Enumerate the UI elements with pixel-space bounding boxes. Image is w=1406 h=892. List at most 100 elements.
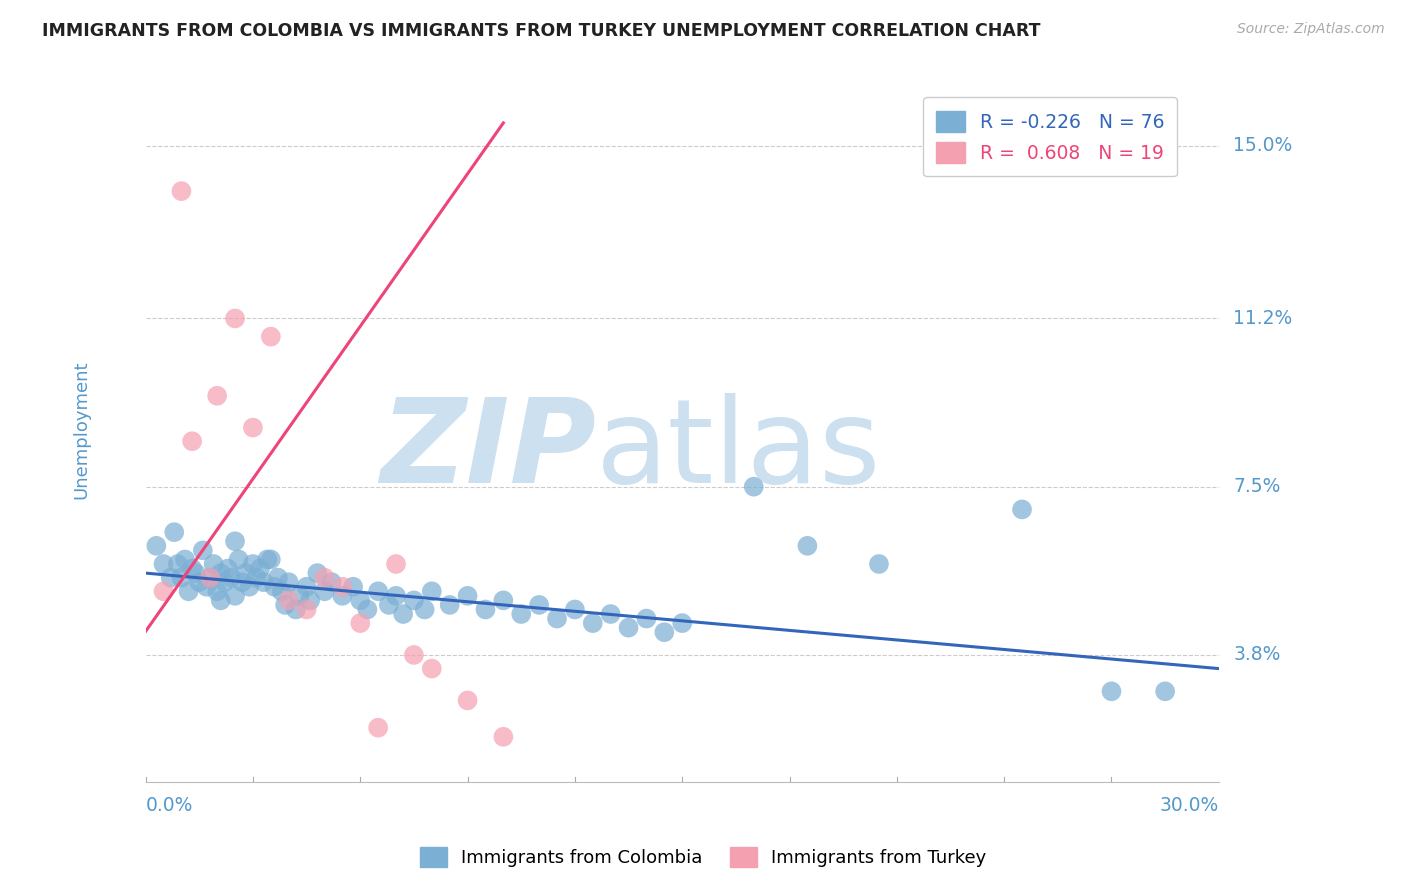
Point	[1011, 502, 1033, 516]
Point	[307, 566, 329, 580]
Legend: R = -0.226   N = 76, R =  0.608   N = 19: R = -0.226 N = 76, R = 0.608 N = 19	[924, 97, 1177, 177]
Point	[228, 552, 250, 566]
Point	[742, 480, 765, 494]
Point	[159, 571, 181, 585]
Point	[420, 662, 443, 676]
Point	[1154, 684, 1177, 698]
Point	[253, 575, 276, 590]
Text: 11.2%: 11.2%	[1233, 309, 1292, 328]
Point	[582, 616, 605, 631]
Point	[224, 589, 246, 603]
Point	[245, 571, 267, 585]
Point	[184, 566, 207, 580]
Point	[385, 589, 408, 603]
Point	[214, 575, 236, 590]
Point	[378, 598, 401, 612]
Point	[332, 589, 354, 603]
Point	[457, 693, 479, 707]
Point	[636, 611, 658, 625]
Point	[564, 602, 586, 616]
Point	[474, 602, 496, 616]
Point	[181, 434, 204, 449]
Text: 15.0%: 15.0%	[1233, 136, 1292, 155]
Text: 30.0%: 30.0%	[1160, 796, 1219, 815]
Point	[1101, 684, 1123, 698]
Point	[288, 589, 311, 603]
Point	[188, 575, 211, 590]
Text: 0.0%: 0.0%	[146, 796, 193, 815]
Point	[277, 593, 299, 607]
Point	[510, 607, 533, 621]
Point	[145, 539, 167, 553]
Point	[652, 625, 675, 640]
Point	[221, 571, 243, 585]
Point	[492, 593, 515, 607]
Point	[209, 566, 232, 580]
Point	[367, 584, 389, 599]
Point	[166, 557, 188, 571]
Point	[295, 580, 318, 594]
Point	[270, 584, 292, 599]
Point	[249, 561, 271, 575]
Point	[349, 616, 371, 631]
Point	[284, 602, 307, 616]
Point	[342, 580, 364, 594]
Point	[402, 648, 425, 662]
Point	[205, 389, 228, 403]
Point	[321, 575, 343, 590]
Point	[349, 593, 371, 607]
Point	[217, 561, 239, 575]
Point	[796, 539, 818, 553]
Point	[546, 611, 568, 625]
Point	[413, 602, 436, 616]
Point	[599, 607, 621, 621]
Point	[267, 571, 290, 585]
Point	[420, 584, 443, 599]
Legend: Immigrants from Colombia, Immigrants from Turkey: Immigrants from Colombia, Immigrants fro…	[412, 839, 994, 874]
Point	[260, 329, 283, 343]
Point	[202, 557, 225, 571]
Point	[492, 730, 515, 744]
Point	[191, 543, 214, 558]
Point	[356, 602, 378, 616]
Point	[174, 552, 197, 566]
Point	[256, 552, 278, 566]
Point	[195, 580, 218, 594]
Text: Unemployment: Unemployment	[72, 360, 90, 500]
Point	[209, 593, 232, 607]
Point	[295, 602, 318, 616]
Point	[332, 580, 354, 594]
Point	[439, 598, 461, 612]
Point	[198, 571, 221, 585]
Point	[402, 593, 425, 607]
Text: ZIP: ZIP	[381, 393, 596, 508]
Point	[299, 593, 322, 607]
Point	[170, 184, 193, 198]
Point	[231, 575, 253, 590]
Point	[170, 571, 193, 585]
Point	[177, 584, 200, 599]
Point	[457, 589, 479, 603]
Point	[314, 584, 336, 599]
Point	[527, 598, 550, 612]
Point	[224, 534, 246, 549]
Text: 3.8%: 3.8%	[1233, 646, 1281, 665]
Point	[242, 420, 264, 434]
Point	[238, 580, 260, 594]
Point	[152, 584, 174, 599]
Point	[181, 561, 204, 575]
Text: 7.5%: 7.5%	[1233, 477, 1281, 496]
Point	[671, 616, 693, 631]
Point	[868, 557, 890, 571]
Text: Source: ZipAtlas.com: Source: ZipAtlas.com	[1237, 22, 1385, 37]
Point	[198, 571, 221, 585]
Point	[385, 557, 408, 571]
Text: atlas: atlas	[596, 393, 882, 508]
Point	[274, 598, 297, 612]
Point	[392, 607, 415, 621]
Point	[314, 571, 336, 585]
Point	[263, 580, 285, 594]
Point	[617, 621, 640, 635]
Point	[367, 721, 389, 735]
Point	[224, 311, 246, 326]
